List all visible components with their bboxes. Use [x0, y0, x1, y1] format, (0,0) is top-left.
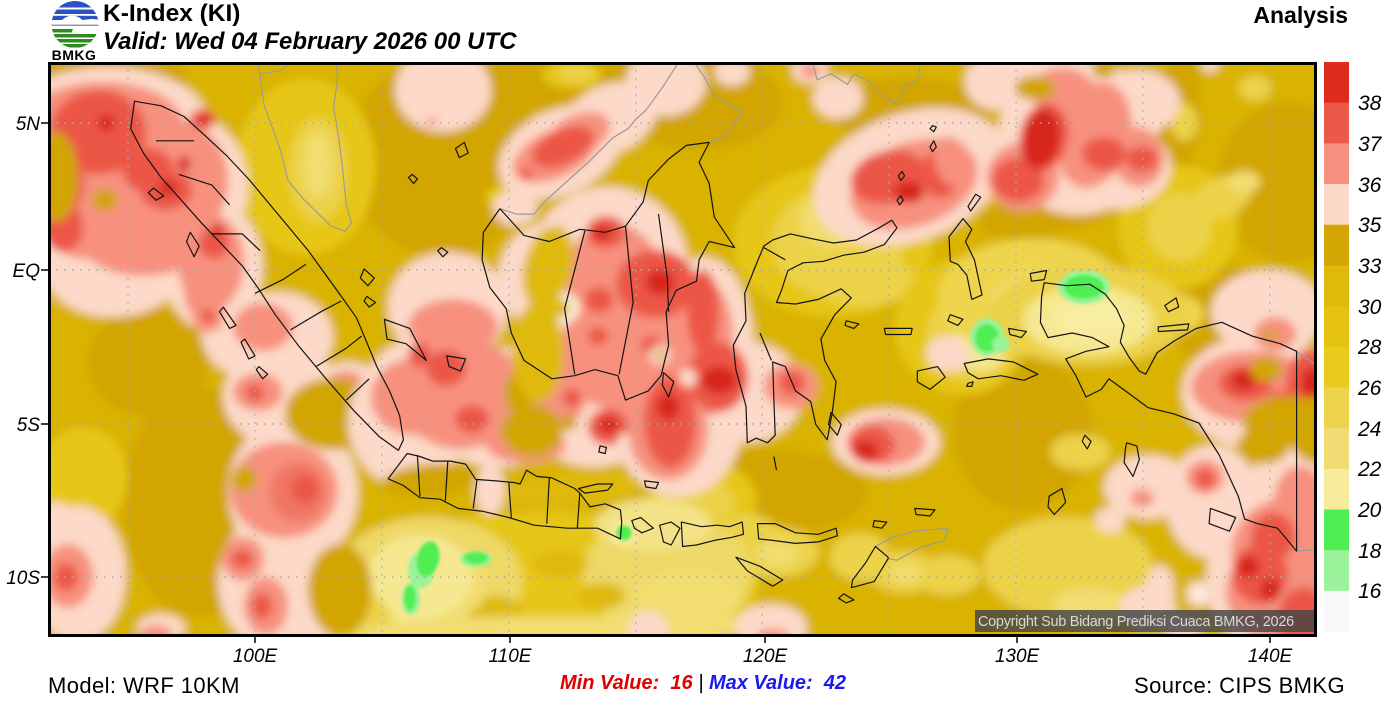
svg-text:Copyright Sub Bidang Prediksi: Copyright Sub Bidang Prediksi Cuaca BMKG… — [978, 614, 1294, 630]
